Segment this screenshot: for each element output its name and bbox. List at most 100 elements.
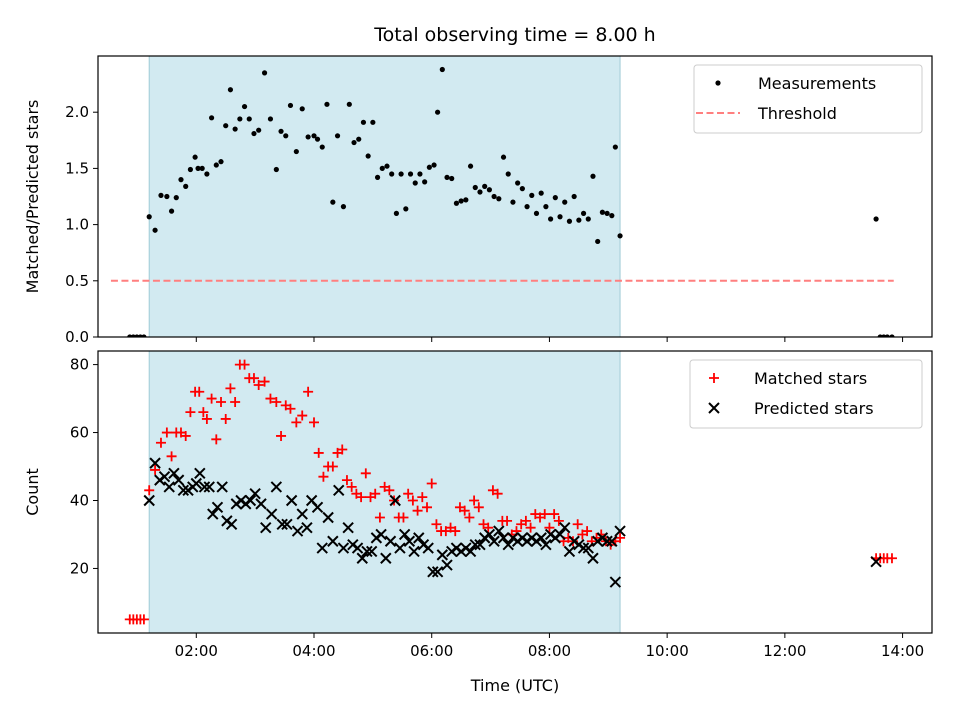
matched-star-point	[161, 427, 172, 438]
predicted-star-point	[441, 559, 453, 571]
predicted-star-point	[260, 521, 272, 534]
matched-star-point	[417, 492, 428, 503]
measurement-point	[164, 193, 170, 200]
matched-star-point	[259, 376, 270, 387]
predicted-star-point	[375, 528, 387, 541]
measurement-point	[351, 139, 357, 146]
measurement-point	[557, 214, 563, 220]
measurement-point	[467, 163, 474, 169]
measurement-point	[246, 116, 252, 122]
predicted-star-point	[177, 484, 190, 497]
measurement-point	[195, 165, 201, 171]
matched-star-point	[166, 451, 177, 462]
measurement-point	[324, 101, 330, 107]
matched-star-point	[422, 502, 433, 513]
predicted-star-point	[281, 518, 293, 530]
measurement-point	[612, 144, 618, 150]
predicted-star-point	[408, 545, 420, 558]
predicted-star-point	[158, 471, 171, 483]
measurement-point	[505, 171, 511, 177]
legend-x-marker	[708, 402, 720, 414]
measurement-point	[340, 204, 347, 210]
measurement-point	[319, 144, 325, 150]
predicted-star-point	[614, 525, 626, 537]
predicted-star-point	[333, 484, 345, 497]
matched-star-point	[464, 512, 475, 523]
x-tick-label: 12:00	[763, 642, 806, 660]
y-tick-label: 0.0	[65, 328, 89, 346]
y-tick-label: 80	[70, 356, 89, 374]
measurement-point	[458, 198, 464, 204]
measurement-point	[500, 154, 507, 160]
predicted-star-point	[351, 542, 364, 554]
matched-star-point	[180, 430, 191, 441]
measurement-point	[599, 209, 606, 215]
matched-star-point	[374, 512, 385, 523]
measurement-point	[192, 154, 198, 160]
measurement-point	[256, 127, 262, 133]
measurement-point	[524, 204, 530, 210]
matched-star-point	[886, 553, 897, 564]
y-axis-label: Matched/Predicted stars	[23, 100, 42, 294]
measurement-point	[491, 193, 497, 200]
predicted-star-point	[270, 481, 283, 493]
legend-label: Matched stars	[754, 369, 867, 388]
predicted-star-point	[244, 494, 257, 507]
measurement-point	[213, 162, 219, 168]
matched-star-point	[469, 495, 480, 506]
matched-star-point	[309, 417, 320, 428]
matched-star-point	[412, 505, 423, 516]
predicted-star-point	[311, 501, 324, 513]
bottom-panel-count-plot: 20 40 60 80 02:00 04:00 06:00 08:00 10:00 12:00 14…	[23, 350, 933, 660]
predicted-star-point	[384, 535, 397, 547]
predicted-star-point	[609, 576, 622, 588]
measurement-point	[566, 218, 573, 224]
measurement-point	[472, 184, 478, 191]
predicted-star-point	[168, 467, 180, 480]
predicted-star-point	[190, 477, 202, 490]
matched-star-point	[483, 522, 494, 533]
matched-star-point	[225, 383, 236, 394]
x-tick-label: 08:00	[528, 642, 571, 660]
predicted-star-point	[587, 552, 599, 564]
matched-star-point	[384, 485, 395, 496]
measurement-point	[431, 162, 437, 168]
predicted-star-point	[563, 545, 576, 558]
measurement-point	[595, 238, 601, 245]
measurement-point	[449, 175, 455, 182]
x-tick-label: 10:00	[646, 642, 689, 660]
y-tick-label: 1.5	[65, 159, 89, 177]
measurement-point	[533, 210, 540, 216]
plot-area	[110, 66, 895, 337]
measurement-point	[538, 190, 544, 196]
measurement-point	[146, 214, 152, 220]
measurement-point	[152, 227, 158, 233]
measurement-point	[287, 102, 294, 109]
measurement-point	[889, 334, 895, 337]
predicted-star-point	[143, 494, 155, 507]
predicted-star-point	[207, 508, 219, 520]
matched-star-point	[239, 359, 250, 370]
measurement-point	[477, 189, 483, 195]
observing-window-shade	[149, 56, 621, 337]
measurement-point	[439, 66, 445, 73]
measurement-point	[218, 159, 224, 165]
measurement-point	[580, 210, 587, 216]
measurement-point	[374, 174, 381, 180]
predicted-star-point	[291, 525, 304, 537]
predicted-star-point	[365, 545, 378, 558]
predicted-star-point	[577, 542, 590, 554]
matched-star-point	[155, 437, 166, 448]
top-panel-ratio-plot: 0.0 0.5 1.0 1.5 2.0 Matched/Predicted stars Me…	[23, 55, 933, 346]
measurement-point	[360, 119, 367, 125]
measurement-point	[884, 334, 890, 337]
measurement-point	[463, 197, 469, 203]
predicted-star-point	[249, 487, 261, 500]
measurement-point	[278, 128, 284, 134]
predicted-star-point	[601, 535, 613, 547]
matched-star-point	[211, 434, 222, 445]
matched-star-point	[291, 417, 302, 428]
predicted-star-point	[327, 535, 339, 547]
measurement-point	[178, 177, 184, 183]
matched-star-point	[502, 515, 513, 526]
